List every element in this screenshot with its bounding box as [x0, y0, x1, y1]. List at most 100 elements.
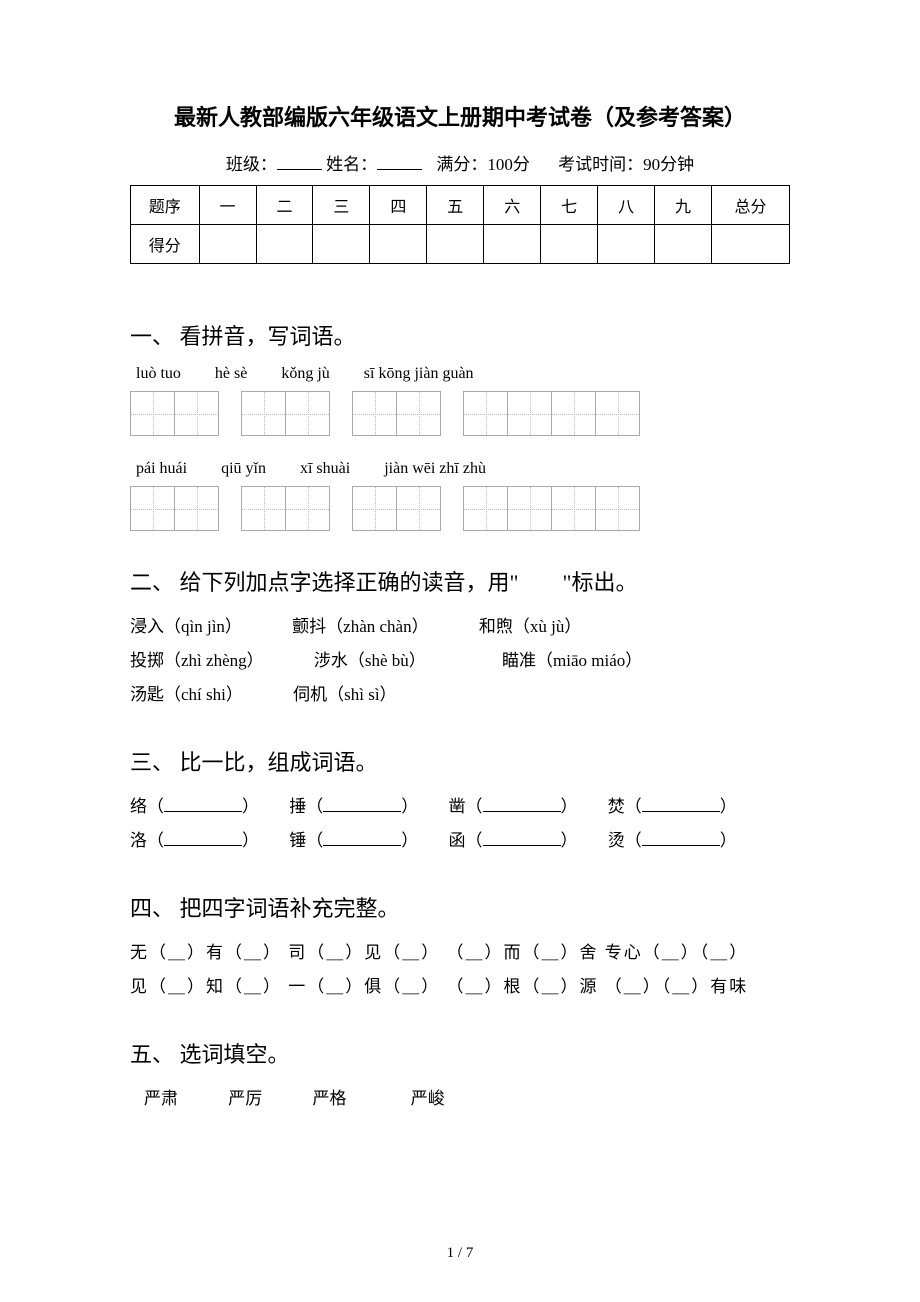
page: 最新人教部编版六年级语文上册期中考试卷（及参考答案） 班级： 姓名： 满分：10… — [0, 0, 920, 1302]
page-number: 1 / 7 — [0, 1245, 920, 1262]
section-heading: 一、 看拼音，写词语。 — [130, 319, 790, 351]
tianzi-cell[interactable] — [463, 391, 508, 436]
q-item: 浸入（qìn jìn） — [130, 617, 242, 636]
meta-line: 班级： 姓名： 满分：100分 考试时间：90分钟 — [130, 150, 790, 175]
word-right: ） — [720, 831, 737, 850]
pinyin-row: luò tuo hè sè kǒng jù sī kōng jiàn guàn — [136, 365, 790, 383]
tianzi-cell[interactable] — [174, 391, 219, 436]
word-left: 锤（ — [289, 831, 323, 850]
section-3: 三、 比一比，组成词语。 络（） 捶（） 凿（） 焚（） 洛（） 锤（） 函（）… — [130, 745, 790, 857]
option-item: 严峻 — [411, 1089, 445, 1108]
section-1: 一、 看拼音，写词语。 luò tuo hè sè kǒng jù sī kōn… — [130, 319, 790, 531]
tianzi-cell[interactable] — [595, 486, 640, 531]
table-row: 得分 — [131, 225, 790, 264]
tianzi-cell[interactable] — [507, 486, 552, 531]
q-item: 颤抖（zhàn chàn） — [292, 617, 428, 636]
tianzi-cell[interactable] — [507, 391, 552, 436]
fill-blank[interactable] — [323, 831, 401, 846]
row-label: 题序 — [131, 186, 200, 225]
fill-blank[interactable] — [483, 797, 561, 812]
col-header: 九 — [655, 186, 712, 225]
score-table: 题序 一 二 三 四 五 六 七 八 九 总分 得分 — [130, 185, 790, 264]
fill-blank[interactable] — [323, 797, 401, 812]
pinyin-row: pái huái qiū yǐn xī shuài jiàn wēi zhī z… — [136, 460, 790, 478]
tianzi-cell[interactable] — [285, 391, 330, 436]
fill-blank[interactable] — [642, 831, 720, 846]
tianzi-group — [352, 391, 441, 436]
section-heading: 二、 给下列加点字选择正确的读音，用" "标出。 — [130, 565, 790, 597]
option-item: 严肃 — [144, 1089, 178, 1108]
option-item: 严格 — [313, 1089, 347, 1108]
tianzi-cell[interactable] — [352, 486, 397, 531]
pinyin-item: luò tuo — [136, 365, 181, 383]
score-cell[interactable] — [712, 225, 790, 264]
tianzi-group — [352, 486, 441, 531]
class-blank[interactable] — [277, 153, 322, 170]
section-heading: 三、 比一比，组成词语。 — [130, 745, 790, 777]
question-line: 浸入（qìn jìn） 颤抖（zhàn chàn） 和煦（xù jù） — [130, 611, 790, 643]
fill-blank[interactable] — [642, 797, 720, 812]
pinyin-item: xī shuài — [300, 460, 350, 478]
word-left: 捶（ — [289, 797, 323, 816]
tianzi-cell[interactable] — [241, 486, 286, 531]
word-right: ） — [401, 797, 418, 816]
table-row: 题序 一 二 三 四 五 六 七 八 九 总分 — [131, 186, 790, 225]
tianzi-cell[interactable] — [396, 486, 441, 531]
score-cell[interactable] — [598, 225, 655, 264]
option-item: 严厉 — [228, 1089, 262, 1108]
q-item: 伺机（shì sì） — [293, 685, 396, 704]
tianzi-cell[interactable] — [241, 391, 286, 436]
word-right: ） — [720, 797, 737, 816]
score-cell[interactable] — [541, 225, 598, 264]
fill-blank[interactable] — [164, 797, 242, 812]
name-blank[interactable] — [377, 153, 422, 170]
fill-blank[interactable] — [483, 831, 561, 846]
score-cell[interactable] — [484, 225, 541, 264]
pinyin-item: sī kōng jiàn guàn — [364, 365, 474, 383]
tianzi-cell[interactable] — [551, 486, 596, 531]
tianzi-cell[interactable] — [463, 486, 508, 531]
pinyin-item: kǒng jù — [281, 365, 329, 383]
pinyin-item: qiū yǐn — [221, 460, 266, 478]
tianzi-row — [130, 486, 790, 531]
word-right: ） — [242, 831, 259, 850]
tianzi-cell[interactable] — [130, 391, 175, 436]
section-heading: 五、 选词填空。 — [130, 1037, 790, 1069]
score-cell[interactable] — [256, 225, 313, 264]
question-line: 无（＿）有（＿） 司（＿）见（＿） （＿）而（＿）舍 专心（＿）（＿） — [130, 937, 790, 969]
tianzi-cell[interactable] — [174, 486, 219, 531]
col-header: 五 — [427, 186, 484, 225]
tianzi-row — [130, 391, 790, 436]
row-label: 得分 — [131, 225, 200, 264]
tianzi-cell[interactable] — [285, 486, 330, 531]
tianzi-cell[interactable] — [352, 391, 397, 436]
score-cell[interactable] — [199, 225, 256, 264]
tianzi-group — [463, 391, 640, 436]
question-line: 投掷（zhì zhèng） 涉水（shè bù） 瞄准（miāo miáo） — [130, 645, 790, 677]
tianzi-group — [463, 486, 640, 531]
q-item: 汤匙（chí shi） — [130, 685, 243, 704]
col-header: 八 — [598, 186, 655, 225]
fill-blank[interactable] — [164, 831, 242, 846]
col-header: 四 — [370, 186, 427, 225]
score-cell[interactable] — [370, 225, 427, 264]
q-item: 投掷（zhì zhèng） — [130, 651, 264, 670]
tianzi-group — [130, 391, 219, 436]
word-left: 函（ — [449, 831, 483, 850]
col-header: 二 — [256, 186, 313, 225]
col-header: 六 — [484, 186, 541, 225]
question-line: 络（） 捶（） 凿（） 焚（） — [130, 791, 790, 823]
total-label: 总分 — [712, 186, 790, 225]
tianzi-cell[interactable] — [551, 391, 596, 436]
col-header: 一 — [199, 186, 256, 225]
score-cell[interactable] — [655, 225, 712, 264]
score-cell[interactable] — [427, 225, 484, 264]
section-5: 五、 选词填空。 严肃 严厉 严格 严峻 — [130, 1037, 790, 1115]
tianzi-cell[interactable] — [595, 391, 640, 436]
tianzi-cell[interactable] — [396, 391, 441, 436]
tianzi-group — [241, 391, 330, 436]
score-cell[interactable] — [313, 225, 370, 264]
q-item: 瞄准（miāo miáo） — [502, 651, 642, 670]
word-right: ） — [242, 797, 259, 816]
tianzi-cell[interactable] — [130, 486, 175, 531]
